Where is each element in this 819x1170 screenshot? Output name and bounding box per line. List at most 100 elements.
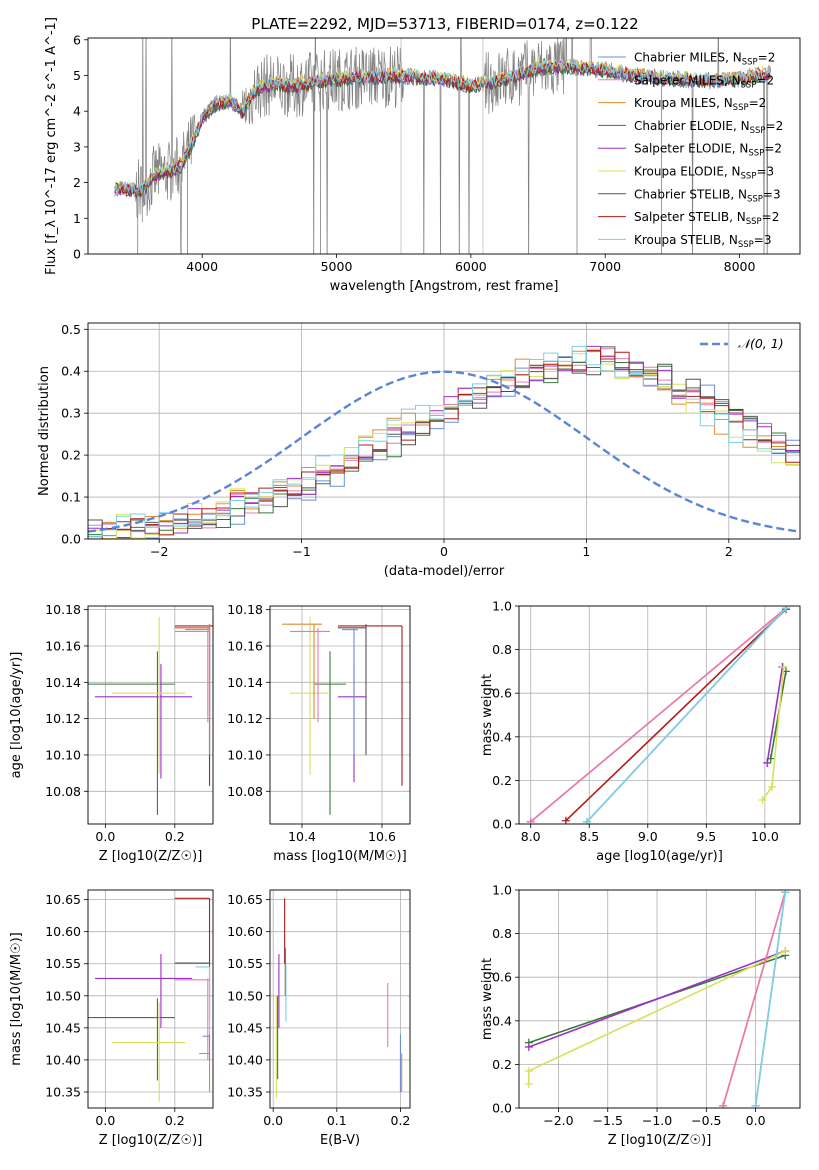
x-tick-label: 2 [725, 544, 733, 559]
y-tick-label: 10.18 [45, 602, 81, 617]
y-tick-label: 0.6 [492, 686, 512, 701]
y-tick-label: 0.1 [61, 490, 81, 505]
y-tick-label: 10.16 [45, 638, 81, 653]
legend-label: Salpeter ELODIE, NSSP=2 [634, 142, 782, 159]
legend-equals: = [756, 73, 766, 87]
legend-label: Chabrier ELODIE, NSSP=2 [634, 119, 783, 136]
model-spectrum-line [114, 62, 771, 199]
legend-n-symbol: , N [725, 51, 742, 65]
y-tick-label: 2 [73, 175, 81, 190]
weight-line [565, 608, 787, 822]
weight-line [754, 892, 786, 1106]
y-tick-label: 10.12 [227, 711, 263, 726]
legend-nssp-value: 2 [767, 73, 775, 87]
histogram-plot-area [88, 345, 800, 539]
weight-line [530, 607, 787, 823]
x-tick-label: 0.0 [263, 1113, 283, 1128]
legend-subscript: SSP [741, 80, 757, 90]
y-tick-label: 0.0 [492, 1101, 512, 1116]
legend-equals: = [766, 119, 776, 133]
y-tick-label: 0.5 [61, 322, 81, 337]
x-axis-label: Z [log10(Z/Z☉)] [99, 1133, 203, 1148]
x-axis-label: mass [log10(M/M☉)] [273, 849, 406, 864]
x-tick-label: 0.2 [391, 1113, 411, 1128]
legend-nssp-value: 2 [768, 51, 776, 65]
x-tick-label: 0 [440, 544, 448, 559]
legend-label: Kroupa MILES, NSSP=2 [634, 96, 766, 113]
x-tick-label: −1 [292, 544, 310, 559]
y-tick-label: 1.0 [492, 599, 512, 614]
residual-histogram-panel: −2 −1 0 1 2 0.0 0.1 0.2 0.3 0.4 0.5 (data-model)/er… [37, 322, 801, 579]
legend-series-name: Salpeter STELIB [634, 210, 729, 224]
legend-n-symbol: , N [716, 96, 733, 110]
weight-line [722, 891, 786, 1107]
legend-label: 𝒩(0, 1) [738, 336, 784, 351]
legend-n-symbol: , N [721, 233, 738, 247]
age-massweight-panel: 8.0 8.5 9.0 9.5 10.0 0.0 0.2 0.4 0.6 0.8 1.0 age [l… [480, 599, 801, 864]
legend-series-name: Chabrier ELODIE [634, 119, 733, 133]
y-tick-label: 1 [73, 211, 81, 226]
y-tick-label: 0.8 [492, 642, 512, 657]
weight-marker [524, 1066, 533, 1075]
weight-marker [781, 947, 790, 956]
weight-marker [582, 817, 591, 824]
histogram-step-line [88, 350, 800, 539]
axes-frame [269, 605, 411, 825]
line-plot-area [526, 606, 790, 824]
y-tick-label: 10.35 [227, 1084, 263, 1099]
legend-subscript: SSP [742, 58, 758, 68]
y-tick-label: 10.18 [227, 602, 263, 617]
x-tick-label: −1.5 [593, 1113, 623, 1128]
weight-marker [561, 816, 570, 824]
model-spectrum-line [114, 61, 771, 197]
y-tick-label: 1.0 [492, 883, 512, 898]
legend-nssp-value: 3 [764, 233, 772, 247]
axes-frame [87, 605, 214, 825]
errorbar-plot-area [88, 897, 211, 1102]
x-tick-label: −1.0 [642, 1113, 672, 1128]
legend-n-symbol: , N [724, 73, 741, 87]
y-tick-label: 4 [73, 104, 81, 119]
weight-marker [751, 1101, 760, 1108]
x-tick-label: 4000 [186, 259, 218, 274]
y-axis-label: mass [log10(M/M☉)] [9, 932, 24, 1065]
y-tick-label: 10.16 [227, 638, 263, 653]
y-tick-label: 10.14 [227, 675, 263, 690]
legend-n-symbol: , N [730, 187, 747, 201]
weight-marker [524, 1080, 533, 1089]
legend-subscript: SSP [733, 103, 749, 113]
x-axis-label: (data-model)/error [384, 564, 505, 579]
legend-subscript: SSP [738, 240, 754, 250]
axes-frame [87, 322, 801, 540]
axes-frame [87, 37, 801, 255]
x-tick-label: −2.0 [543, 1113, 573, 1128]
histogram-step-line [88, 350, 800, 539]
histogram-step-line [88, 362, 800, 539]
y-tick-label: 10.50 [227, 988, 263, 1003]
axes-frame [518, 605, 801, 825]
y-tick-label: 10.10 [227, 747, 263, 762]
legend-nssp-value: 2 [774, 142, 782, 156]
y-tick-label: 0.0 [492, 817, 512, 832]
legend-equals: = [749, 96, 759, 110]
x-tick-label: −2 [150, 544, 168, 559]
y-axis-label: mass weight [480, 674, 495, 756]
legend-n-symbol: , N [733, 119, 750, 133]
metallicity-massweight-panel: −2.0 −1.5 −1.0 −0.5 0.0 0.0 0.2 0.4 0.6 0.8 1.0 Z [… [480, 883, 801, 1148]
x-axis-label: age [log10(age/yr)] [596, 849, 723, 864]
y-tick-label: 0.0 [61, 532, 81, 547]
x-tick-label: 8.5 [579, 829, 599, 844]
legend-series-name: Chabrier MILES [634, 51, 725, 65]
legend-equals: = [764, 142, 774, 156]
weight-marker [781, 890, 790, 897]
errorbar-plot-area [282, 616, 403, 815]
x-tick-label: 0.2 [165, 1113, 185, 1128]
weight-marker [767, 782, 776, 791]
histogram-step-line [88, 345, 800, 537]
x-tick-label: 6000 [455, 259, 487, 274]
legend-nssp-value: 2 [759, 96, 767, 110]
y-tick-label: 10.40 [227, 1052, 263, 1067]
y-tick-label: 10.10 [45, 747, 81, 762]
y-axis-label: Normed distribution [37, 366, 52, 496]
